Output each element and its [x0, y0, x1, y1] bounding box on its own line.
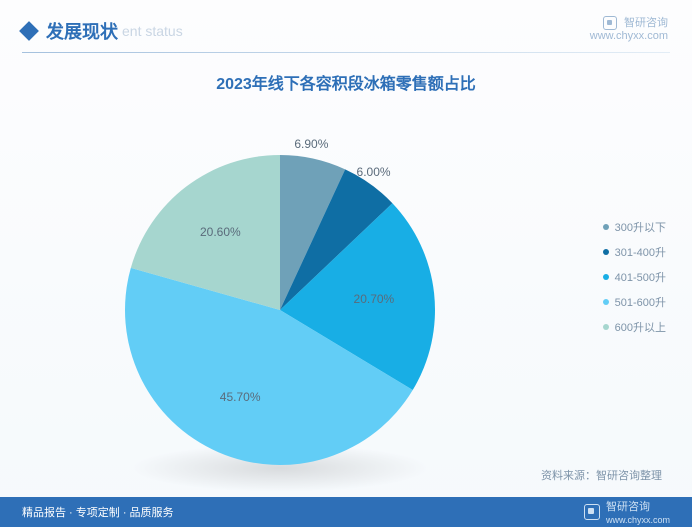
legend: 300升以下 301-400升 401-500升 501-600升 600升以上 — [603, 210, 666, 344]
slice-label-401_500: 20.70% — [354, 292, 395, 306]
pie-svg — [0, 100, 530, 470]
slice-label-300_below: 6.90% — [294, 137, 328, 151]
brand-top: 智研咨询 www.chyxx.com — [590, 16, 668, 43]
footer-text: 精品报告 · 专项定制 · 品质服务 — [22, 504, 174, 520]
footer-bar: 精品报告 · 专项定制 · 品质服务 智研咨询 www.chyxx.com — [0, 497, 692, 527]
legend-label: 600升以上 — [615, 319, 666, 335]
legend-dot-icon — [603, 274, 609, 280]
header: 发展现状 ent status — [22, 18, 183, 44]
header-title-sub: ent status — [122, 23, 183, 39]
legend-item-600_above: 600升以上 — [603, 319, 666, 335]
legend-label: 401-500升 — [615, 269, 666, 285]
legend-item-300_below: 300升以下 — [603, 219, 666, 235]
chart-title: 2023年线下各容积段冰箱零售额占比 — [0, 70, 692, 94]
diamond-icon — [19, 21, 39, 41]
footer-brand-url: www.chyxx.com — [606, 515, 670, 525]
legend-label: 501-600升 — [615, 294, 666, 310]
brand-url: www.chyxx.com — [590, 30, 668, 43]
legend-dot-icon — [603, 224, 609, 230]
legend-dot-icon — [603, 249, 609, 255]
source-text: 资料来源：智研咨询整理 — [541, 467, 662, 483]
pie-chart: 6.90% 6.00% 20.70% 45.70% 20.60% — [0, 100, 530, 470]
footer-logo-icon — [584, 504, 600, 520]
brand-logo-icon — [603, 16, 617, 30]
legend-dot-icon — [603, 324, 609, 330]
slice-label-501_600: 45.70% — [220, 390, 261, 404]
footer-brand: 智研咨询 www.chyxx.com — [584, 498, 670, 526]
header-title-main: 发展现状 — [46, 18, 118, 44]
legend-label: 300升以下 — [615, 219, 666, 235]
legend-item-501_600: 501-600升 — [603, 294, 666, 310]
legend-label: 301-400升 — [615, 244, 666, 260]
legend-dot-icon — [603, 299, 609, 305]
footer-brand-name: 智研咨询 — [606, 501, 650, 513]
slice-label-600_above: 20.60% — [200, 225, 241, 239]
legend-item-401_500: 401-500升 — [603, 269, 666, 285]
slice-label-301_400: 6.00% — [357, 165, 391, 179]
brand-name: 智研咨询 — [624, 17, 668, 29]
header-underline — [22, 52, 670, 53]
legend-item-301_400: 301-400升 — [603, 244, 666, 260]
